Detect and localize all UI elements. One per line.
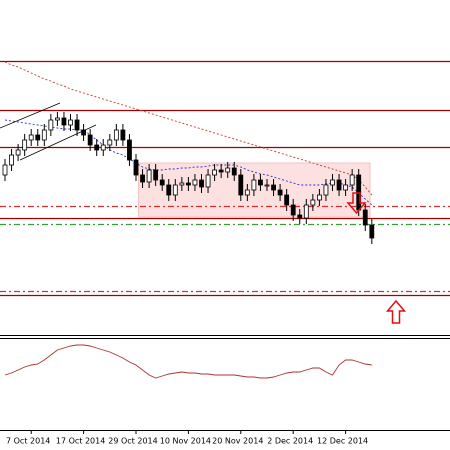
- candle-body: [140, 174, 145, 183]
- candle-body: [48, 119, 54, 131]
- candle-body: [41, 129, 47, 141]
- candle-body: [15, 149, 21, 156]
- candle-body: [120, 129, 126, 141]
- x-tick-label: 20 Nov 2014: [212, 437, 263, 446]
- candle-body: [87, 134, 93, 146]
- candle-body: [179, 182, 185, 186]
- x-tick-label: 10 Nov 2014: [160, 437, 211, 446]
- candle-body: [343, 184, 349, 191]
- candle-body: [310, 199, 316, 206]
- candle-body: [61, 117, 67, 126]
- candle-body: [28, 134, 34, 141]
- candle-body: [74, 119, 80, 131]
- candle-body: [251, 179, 257, 191]
- candle-body: [205, 174, 211, 188]
- candle-body: [258, 179, 263, 186]
- trend-line: [0, 102, 61, 129]
- candle-body: [107, 139, 113, 146]
- x-tick-label: 12 Dec 2014: [317, 437, 368, 446]
- candle-body: [212, 169, 218, 176]
- candle-body: [218, 169, 224, 173]
- candle-body: [185, 182, 191, 186]
- candle-body: [264, 184, 270, 187]
- moving-average: [4, 119, 373, 206]
- candle-body: [369, 224, 375, 239]
- candle-body: [133, 159, 139, 176]
- candle-body: [290, 204, 296, 216]
- x-tick-label: 17 Oct 2014: [56, 437, 105, 446]
- candle-body: [127, 139, 132, 161]
- candle-body: [192, 179, 198, 186]
- candle-body: [238, 174, 244, 196]
- candle-body: [284, 194, 290, 206]
- candle-body: [94, 144, 100, 151]
- candle-body: [166, 184, 172, 196]
- candle-body: [303, 204, 309, 219]
- candle-body: [323, 184, 329, 196]
- buy-arrow: [385, 299, 407, 324]
- candle-body: [68, 119, 73, 126]
- candle-body: [330, 179, 335, 186]
- candle-body: [113, 129, 119, 141]
- x-tick-label: 7 Oct 2014: [6, 437, 50, 446]
- x-tick-label: 29 Oct 2014: [108, 437, 157, 446]
- candle-body: [146, 169, 152, 183]
- candle-body: [271, 184, 276, 191]
- candle-body: [316, 194, 322, 201]
- candle-body: [153, 169, 159, 181]
- candle-body: [55, 117, 60, 121]
- candle-body: [100, 144, 106, 151]
- candle-body: [231, 167, 237, 176]
- candle-body: [336, 179, 342, 191]
- candle-body: [199, 179, 204, 188]
- sell-arrow: [346, 192, 367, 215]
- candle-body: [81, 129, 86, 136]
- oscillator-line: [4, 344, 372, 379]
- candle-body: [2, 164, 8, 176]
- candle-body: [362, 209, 368, 226]
- candle-body: [159, 179, 165, 186]
- candle-body: [22, 139, 28, 151]
- candle-body: [9, 154, 14, 166]
- candle-body: [277, 189, 283, 196]
- candle-body: [349, 174, 355, 186]
- candle-body: [172, 184, 178, 196]
- candle-body: [244, 189, 250, 196]
- x-tick-label: 2 Dec 2014: [267, 437, 313, 446]
- candle-body: [35, 134, 41, 141]
- candle-body: [225, 167, 231, 173]
- candle-body: [297, 214, 303, 219]
